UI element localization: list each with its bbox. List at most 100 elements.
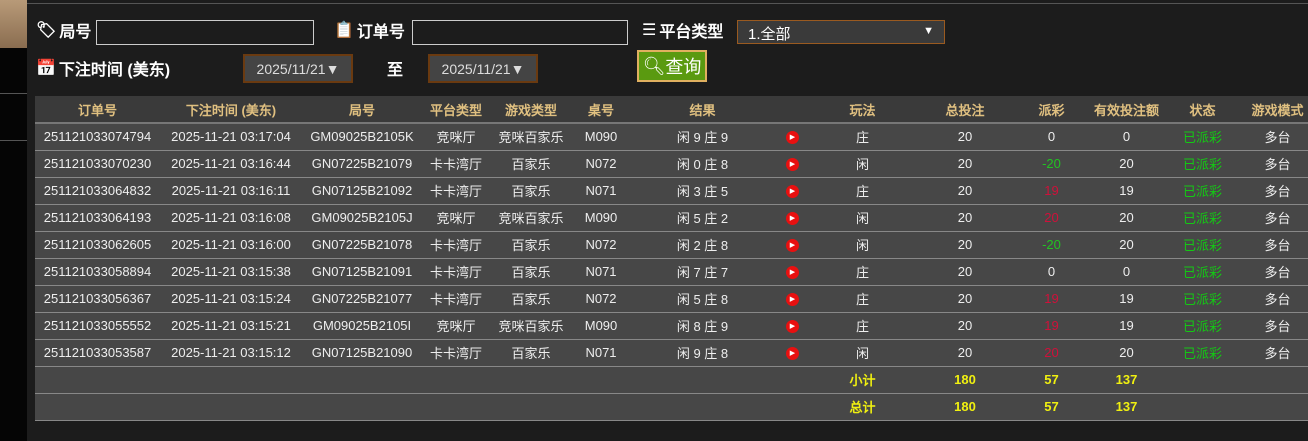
table-cell: 19 xyxy=(1088,312,1165,340)
table-cell: 20 xyxy=(1088,339,1165,367)
table-cell: GN07125B21092 xyxy=(302,177,422,205)
table-cell: 20 xyxy=(915,231,1015,259)
table-cell: 卡卡湾厅 xyxy=(422,150,490,178)
table-cell: 多台 xyxy=(1240,312,1308,340)
table-row: 251121033055552 2025-11-21 03:15:21 GM0902… xyxy=(35,312,1308,340)
table-cell: 2025-11-21 03:15:24 xyxy=(160,285,302,313)
column-header: 下注时间 (美东) xyxy=(160,96,302,124)
table-cell: 小计 xyxy=(810,366,915,394)
table-cell: 19 xyxy=(1015,177,1088,205)
chevron-down-icon: ▼ xyxy=(510,60,525,77)
table-cell: 卡卡湾厅 xyxy=(422,177,490,205)
replay-cell: ▶ xyxy=(775,177,810,205)
replay-cell: ▶ xyxy=(775,285,810,313)
list-icon: ☰ xyxy=(642,22,657,39)
table-cell: 多台 xyxy=(1240,204,1308,232)
platform-select[interactable]: 1.全部 ▼ xyxy=(737,20,945,44)
query-button[interactable]: 🔍︎ 查询 xyxy=(637,50,707,82)
table-cell: GN07125B21091 xyxy=(302,258,422,286)
table-cell: 2025-11-21 03:16:11 xyxy=(160,177,302,205)
table-row: 251121033064832 2025-11-21 03:16:11 GN0712… xyxy=(35,177,1308,205)
table-cell: GM09025B2105J xyxy=(302,204,422,232)
table-cell: GN07125B21090 xyxy=(302,339,422,367)
column-header: 订单号 xyxy=(35,96,160,124)
table-row: 251121033074794 2025-11-21 03:17:04 GM0902… xyxy=(35,123,1308,151)
table-cell: GN07225B21077 xyxy=(302,285,422,313)
table-cell: 2025-11-21 03:15:38 xyxy=(160,258,302,286)
table-cell: 多台 xyxy=(1240,231,1308,259)
table-cell xyxy=(775,393,810,421)
table-cell xyxy=(1240,393,1308,421)
table-cell: 闲 0 庄 8 xyxy=(630,150,775,178)
column-header: 游戏模式 xyxy=(1240,96,1308,124)
table-cell: 卡卡湾厅 xyxy=(422,258,490,286)
table-cell: GM09025B2105K xyxy=(302,123,422,151)
table-cell: 20 xyxy=(915,204,1015,232)
clipboard-icon: 📋 xyxy=(334,22,354,39)
round-label: 🏷 局号 xyxy=(36,22,92,41)
play-video-icon[interactable]: ▶ xyxy=(786,347,799,361)
date-from-select[interactable]: 2025/11/21 ▼ xyxy=(243,54,353,83)
table-cell: 庄 xyxy=(810,123,915,151)
table-cell xyxy=(572,393,630,421)
table-cell: 180 xyxy=(915,366,1015,394)
table-cell: 251121033053587 xyxy=(35,339,160,367)
table-cell: 20 xyxy=(1088,204,1165,232)
table-cell: 251121033055552 xyxy=(35,312,160,340)
table-row: 251121033062605 2025-11-21 03:16:00 GN0722… xyxy=(35,231,1308,259)
table-cell: 2025-11-21 03:15:12 xyxy=(160,339,302,367)
table-cell: 卡卡湾厅 xyxy=(422,339,490,367)
play-video-icon[interactable]: ▶ xyxy=(786,320,799,334)
table-cell: 已派彩 xyxy=(1165,177,1240,205)
table-cell: 20 xyxy=(915,150,1015,178)
table-cell: 闲 2 庄 8 xyxy=(630,231,775,259)
table-cell: 20 xyxy=(915,177,1015,205)
column-header: 总投注 xyxy=(915,96,1015,124)
play-video-icon[interactable]: ▶ xyxy=(786,293,799,307)
play-video-icon[interactable]: ▶ xyxy=(786,185,799,199)
table-cell: 180 xyxy=(915,393,1015,421)
divider xyxy=(27,3,1308,4)
table-cell: 19 xyxy=(1015,285,1088,313)
replay-cell: ▶ xyxy=(775,123,810,151)
table-cell: 0 xyxy=(1088,258,1165,286)
table-cell: 20 xyxy=(1015,204,1088,232)
table-cell: 总计 xyxy=(810,393,915,421)
table-cell: 251121033064832 xyxy=(35,177,160,205)
table-cell: 闲 xyxy=(810,204,915,232)
date-to-select[interactable]: 2025/11/21 ▼ xyxy=(428,54,538,83)
table-cell: 百家乐 xyxy=(490,258,572,286)
table-cell: 多台 xyxy=(1240,177,1308,205)
table-cell: 百家乐 xyxy=(490,231,572,259)
table-cell xyxy=(572,366,630,394)
play-video-icon[interactable]: ▶ xyxy=(786,158,799,172)
table-cell: 19 xyxy=(1088,285,1165,313)
table-cell: 已派彩 xyxy=(1165,285,1240,313)
table-cell xyxy=(35,393,160,421)
table-cell: 20 xyxy=(915,258,1015,286)
table-cell: GN07225B21078 xyxy=(302,231,422,259)
table-cell: 百家乐 xyxy=(490,285,572,313)
table-cell: 251121033056367 xyxy=(35,285,160,313)
time-label: 📅 下注时间 (美东) xyxy=(36,60,171,79)
table-cell: N071 xyxy=(572,177,630,205)
table-cell xyxy=(1240,366,1308,394)
column-header: 有效投注额 xyxy=(1088,96,1165,124)
table-cell: 闲 xyxy=(810,231,915,259)
table-cell xyxy=(35,366,160,394)
table-cell: 闲 5 庄 2 xyxy=(630,204,775,232)
table-cell: 已派彩 xyxy=(1165,312,1240,340)
table-cell: 2025-11-21 03:17:04 xyxy=(160,123,302,151)
play-video-icon[interactable]: ▶ xyxy=(786,239,799,253)
table-cell: 已派彩 xyxy=(1165,339,1240,367)
column-header: 派彩 xyxy=(1015,96,1088,124)
play-video-icon[interactable]: ▶ xyxy=(786,131,799,145)
round-input[interactable] xyxy=(96,20,314,45)
table-cell: 卡卡湾厅 xyxy=(422,231,490,259)
order-input[interactable] xyxy=(412,20,628,45)
total-row: 总计 180 57 137 xyxy=(35,393,1308,421)
table-row: 251121033056367 2025-11-21 03:15:24 GN0722… xyxy=(35,285,1308,313)
table-row: 251121033058894 2025-11-21 03:15:38 GN0712… xyxy=(35,258,1308,286)
play-video-icon[interactable]: ▶ xyxy=(786,212,799,226)
play-video-icon[interactable]: ▶ xyxy=(786,266,799,280)
